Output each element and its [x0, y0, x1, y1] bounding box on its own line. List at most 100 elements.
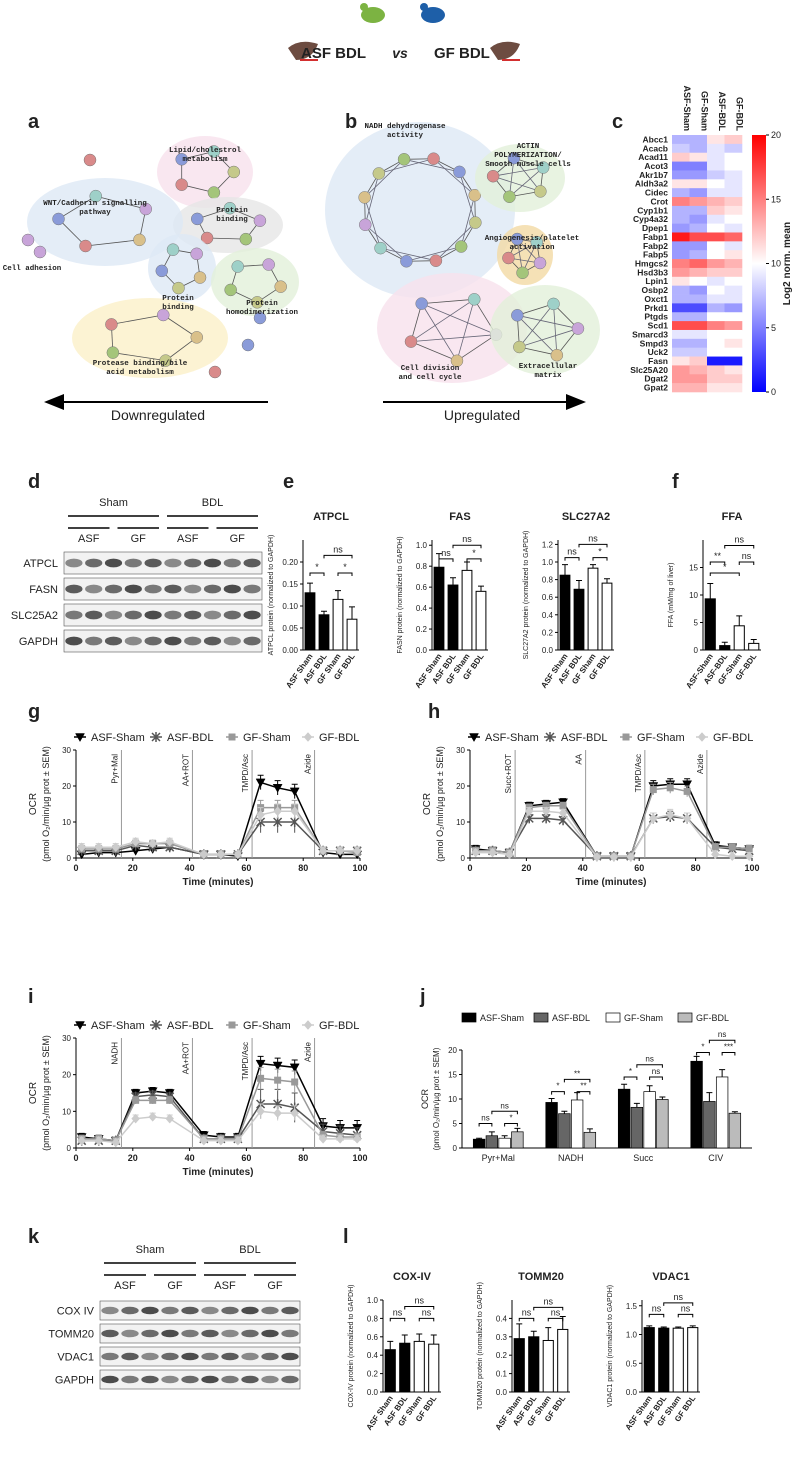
blot-band	[201, 1352, 219, 1361]
blot-band	[184, 584, 202, 594]
colorbar-tick-label: 20	[771, 130, 781, 140]
blot-band	[164, 636, 182, 646]
sig-label: **	[574, 1069, 580, 1078]
node	[175, 153, 188, 166]
error-bar	[401, 1334, 408, 1344]
sig-bracket	[551, 1091, 565, 1095]
sig-label: ns	[422, 1307, 432, 1317]
bar	[583, 1131, 597, 1149]
legend-label: GF-Sham	[243, 1020, 291, 1032]
node	[106, 346, 120, 359]
marker	[609, 852, 619, 862]
bar	[715, 1076, 729, 1149]
node	[530, 235, 543, 249]
bar	[687, 1327, 699, 1393]
row-label: Fabp5	[643, 250, 668, 260]
node	[359, 218, 372, 232]
heat-cell	[689, 276, 708, 286]
heat-cell	[672, 312, 690, 322]
blot-band	[201, 1306, 219, 1315]
x-tick-label: 100	[352, 863, 367, 873]
bar	[557, 1328, 569, 1393]
node	[511, 309, 524, 322]
heat-cell	[672, 170, 690, 180]
sig-label: ns	[481, 1114, 489, 1123]
marker	[273, 1108, 282, 1119]
blot-band	[261, 1306, 279, 1315]
edge	[492, 175, 541, 192]
heat-cell	[672, 374, 690, 384]
heat-cell	[707, 321, 725, 331]
sig-label: ns	[652, 1303, 662, 1313]
cluster-label: Extracellular	[519, 363, 578, 371]
heat-cell	[689, 259, 708, 269]
marker	[488, 847, 497, 858]
blot-frame	[63, 577, 263, 601]
heat-cell	[672, 161, 690, 171]
blot-band	[101, 1352, 119, 1361]
edge	[509, 158, 515, 197]
blot-band	[261, 1329, 279, 1338]
row-label: Fabp1	[643, 232, 668, 242]
marker	[318, 845, 328, 856]
legend-marker	[228, 733, 236, 741]
blot-band	[181, 1352, 199, 1361]
edge	[553, 303, 558, 356]
y-tick-label: 0.2	[496, 1351, 508, 1360]
legend-label: ASF-Sham	[91, 1020, 145, 1032]
bar	[528, 1336, 540, 1393]
bar	[728, 1112, 742, 1149]
panel-letter: l	[343, 1226, 349, 1248]
blot-row-label: GAPDH	[55, 1375, 94, 1387]
heat-cell	[689, 267, 708, 278]
node	[374, 241, 387, 255]
heat-cell	[707, 188, 725, 198]
y-tick-label: 0	[67, 1144, 72, 1153]
marker	[541, 806, 551, 817]
sig-bracket	[533, 1306, 564, 1311]
cluster-label: pathway	[79, 209, 111, 217]
cluster-label: WNT/Cadherin signalling	[43, 200, 147, 208]
marker	[648, 813, 658, 824]
y-axis-label: COX-IV protein (normalized to GAPDH)	[348, 1285, 355, 1408]
cluster-label: NADH dehydrogenase	[364, 123, 446, 131]
blot-subgroup: GF	[267, 1280, 283, 1292]
marker	[289, 787, 300, 797]
blot-subgroup: ASF	[78, 533, 100, 545]
marker	[257, 1074, 265, 1082]
heat-cell	[707, 143, 725, 154]
cluster-label: Protein	[216, 207, 248, 215]
node	[534, 185, 547, 198]
x-axis-label: Time (minutes)	[183, 877, 254, 888]
error-bar	[464, 561, 470, 571]
blot-band	[144, 636, 162, 646]
node	[79, 239, 92, 253]
marker	[111, 842, 121, 853]
bar	[559, 574, 571, 651]
y-tick-label: 0	[453, 1144, 458, 1153]
heat-cell	[672, 321, 690, 331]
error-bar	[633, 1102, 640, 1108]
marker	[273, 817, 283, 827]
node	[193, 271, 207, 284]
blot-row-label: GAPDH	[19, 636, 58, 648]
bar	[704, 598, 716, 651]
y-tick-label: 0.20	[282, 558, 298, 567]
blot-subgroup: ASF	[214, 1280, 236, 1292]
node	[207, 145, 221, 158]
heat-cell	[672, 285, 690, 295]
heat-cell	[672, 188, 690, 198]
cluster-label: Lipid/cholestrol	[169, 147, 242, 155]
node	[550, 348, 564, 362]
heat-cell	[707, 250, 725, 260]
sig-bracket	[337, 572, 353, 576]
blot-band	[121, 1352, 139, 1361]
heat-cell	[672, 232, 690, 242]
blot-band	[241, 1329, 259, 1338]
edge	[435, 222, 476, 261]
bar	[433, 566, 445, 651]
error-bar	[349, 606, 355, 620]
mouse-icon-blue	[420, 3, 445, 23]
legend-label: ASF-BDL	[167, 732, 213, 744]
